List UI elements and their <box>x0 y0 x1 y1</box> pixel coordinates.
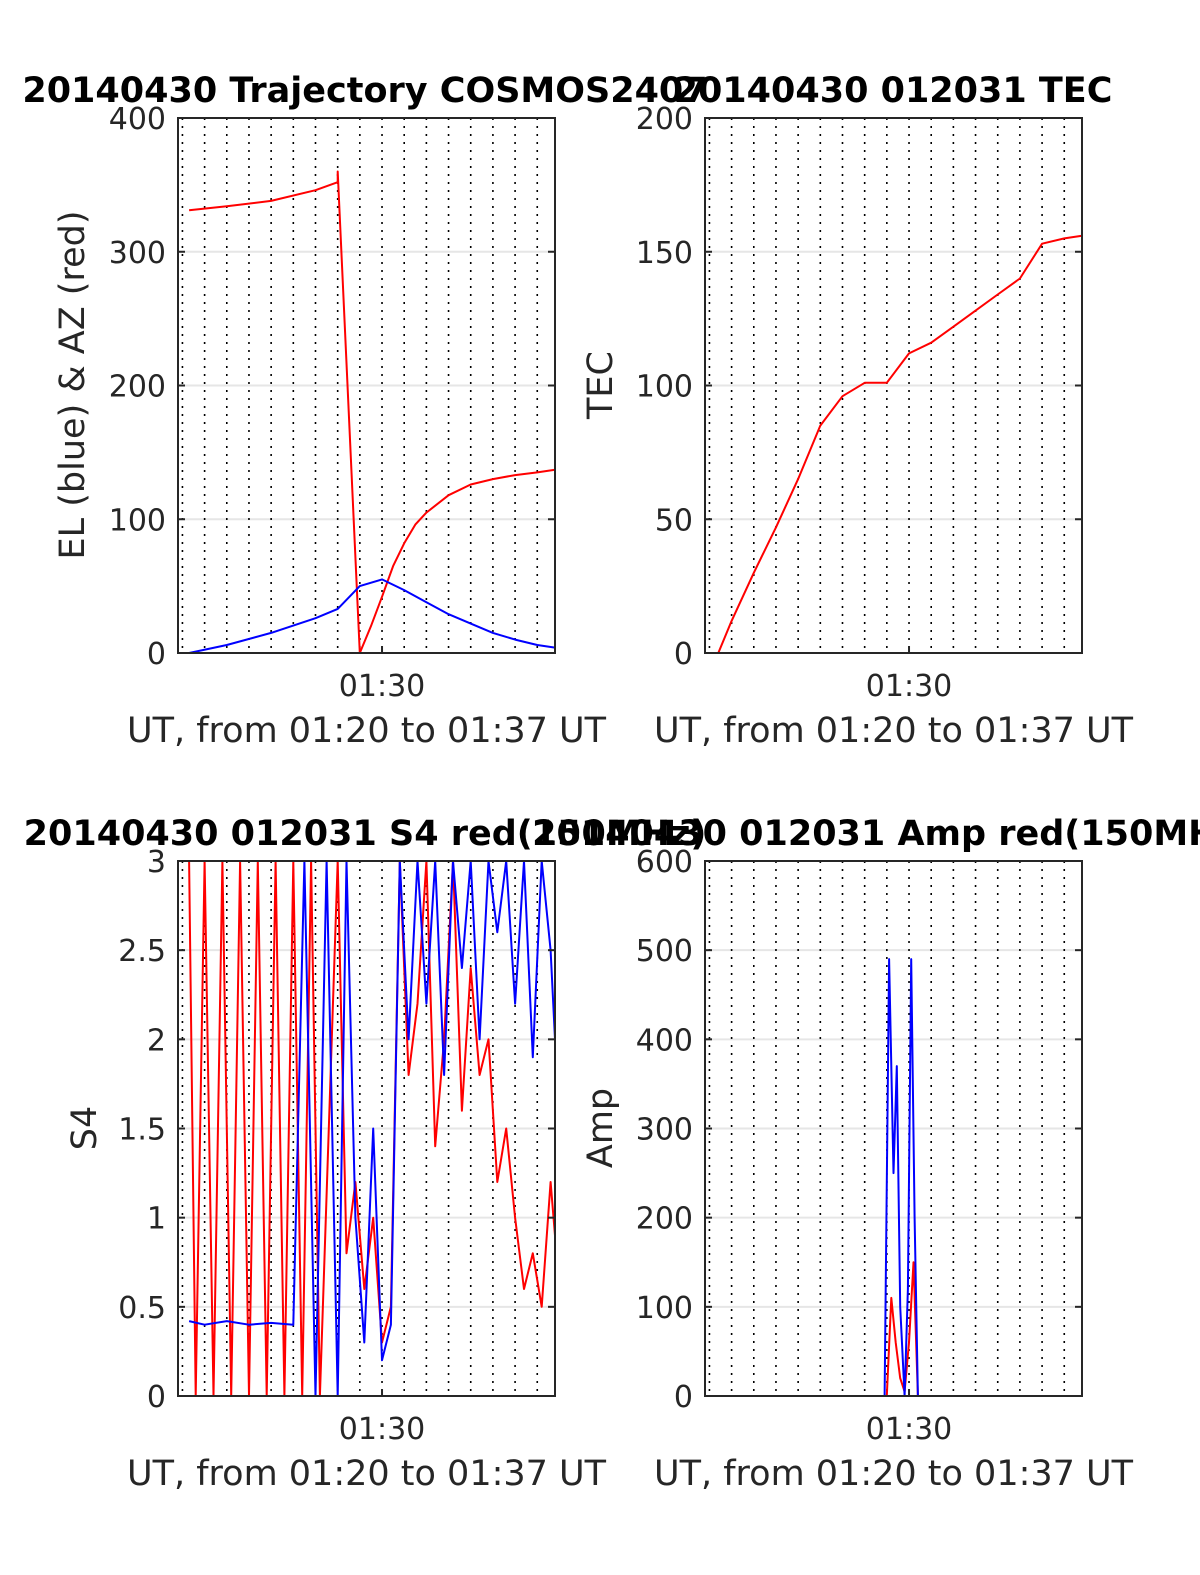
x-tick-label: 01:30 <box>866 1412 952 1447</box>
panel-title: 20140430 012031 TEC <box>674 71 1113 111</box>
x-axis-label: UT, from 01:20 to 01:37 UT <box>654 711 1134 751</box>
y-tick-label: 300 <box>109 236 166 271</box>
y-tick-label: 2 <box>147 1023 166 1058</box>
y-tick-label: 0 <box>674 1380 693 1415</box>
y-axis-label: EL (blue) & AZ (red) <box>53 211 93 560</box>
series-line-1 <box>188 860 556 1397</box>
y-tick-label: 50 <box>655 503 693 538</box>
y-axis-label: TEC <box>581 351 621 420</box>
panel-title: 20140430 012031 Amp red(150MHz) <box>532 814 1200 854</box>
y-tick-label: 200 <box>636 1202 693 1237</box>
y-tick-label: 100 <box>636 370 693 405</box>
series-line-0 <box>188 170 556 654</box>
y-tick-label: 100 <box>109 503 166 538</box>
y-tick-label: 400 <box>636 1023 693 1058</box>
x-tick-label: 01:30 <box>339 669 425 704</box>
y-tick-label: 2.5 <box>118 934 166 969</box>
x-axis-label: UT, from 01:20 to 01:37 UT <box>127 1454 607 1494</box>
x-tick-label: 01:30 <box>866 669 952 704</box>
y-tick-label: 3 <box>147 845 166 880</box>
y-tick-label: 1 <box>147 1202 166 1237</box>
x-axis-label: UT, from 01:20 to 01:37 UT <box>127 711 607 751</box>
x-tick-label: 01:30 <box>339 1412 425 1447</box>
y-tick-label: 500 <box>636 934 693 969</box>
y-tick-label: 400 <box>109 102 166 137</box>
y-axis-label: Amp <box>581 1088 621 1168</box>
panel-title: 20140430 Trajectory COSMOS2407 <box>22 71 707 111</box>
y-tick-label: 0.5 <box>118 1291 166 1326</box>
y-tick-label: 200 <box>636 102 693 137</box>
y-tick-label: 0 <box>674 637 693 672</box>
y-tick-label: 150 <box>636 236 693 271</box>
amplitude-panel: 0 100 200 300 400 500 600 01:30 UT, from 01:20 t… <box>532 814 1200 1494</box>
y-tick-label: 300 <box>636 1113 693 1148</box>
trajectory-panel: 0 100 200 300 400 01:30 UT, from 01:20 to 01:3… <box>22 71 707 751</box>
tec-panel: 0 50 100 150 200 01:30 UT, from 01:20 to 01:37… <box>581 71 1134 751</box>
series-line-1 <box>188 578 556 654</box>
x-axis-label: UT, from 01:20 to 01:37 UT <box>654 1454 1134 1494</box>
y-tick-label: 100 <box>636 1291 693 1326</box>
y-tick-label: 0 <box>147 1380 166 1415</box>
s4-panel: 0 0.5 1 1.5 2 2.5 3 01:30 UT, from 01:20 to 01:3… <box>24 814 707 1494</box>
series-line-0 <box>717 234 1083 654</box>
y-tick-label: 0 <box>147 637 166 672</box>
y-axis-label: S4 <box>65 1106 105 1151</box>
y-tick-label: 600 <box>636 845 693 880</box>
panel-title: 20140430 012031 S4 red(150MHz) <box>24 814 707 854</box>
y-tick-label: 1.5 <box>118 1113 166 1148</box>
y-tick-label: 200 <box>109 370 166 405</box>
series-line-1 <box>705 958 1082 1397</box>
